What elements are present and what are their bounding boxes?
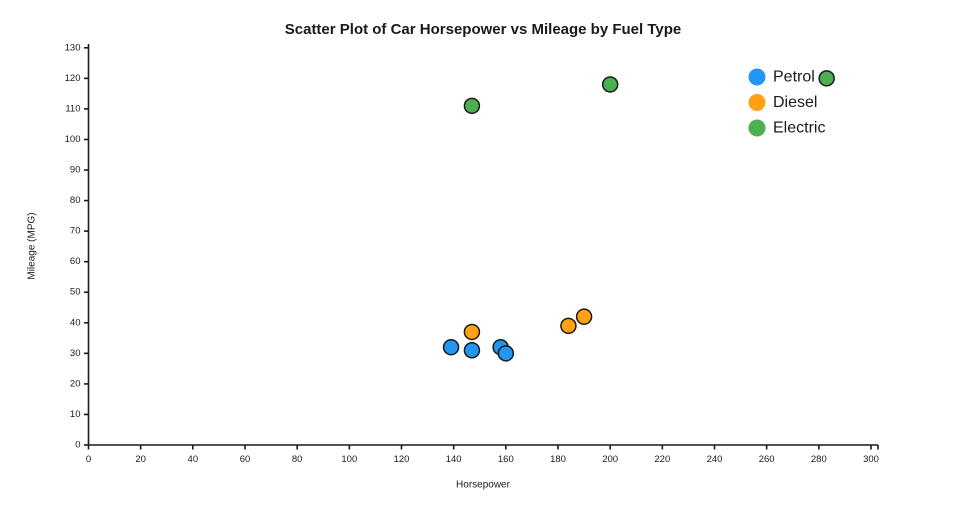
legend-marker-electric (748, 119, 766, 137)
axis-ticks: 0 10 20 30 40 50 60 70 80 90 100 110 120 130 0 20 40 60 80… (65, 42, 879, 465)
y-tick-label: 20 (70, 378, 81, 389)
x-tick-label: 0 (86, 454, 91, 465)
point-electric (463, 97, 481, 115)
y-tick-label: 40 (70, 317, 81, 328)
y-tick-label: 0 (75, 440, 80, 451)
y-tick-label: 100 (65, 134, 81, 145)
x-tick-label: 280 (811, 454, 827, 465)
x-tick-label: 200 (602, 454, 618, 465)
point-diesel (575, 308, 593, 325)
legend-item-electric: Electric (748, 119, 825, 137)
legend-label-diesel: Diesel (773, 94, 817, 111)
chart-title: Scatter Plot of Car Horsepower vs Mileag… (285, 21, 682, 38)
y-tick-label: 50 (70, 287, 81, 298)
y-tick-label: 130 (65, 42, 81, 53)
x-tick-label: 140 (446, 454, 462, 465)
point-petrol (442, 338, 460, 356)
legend-label-petrol: Petrol (773, 69, 815, 86)
x-tick-label: 160 (498, 454, 514, 465)
point-electric (601, 76, 619, 93)
y-tick-label: 80 (70, 195, 81, 206)
y-tick-label: 90 (70, 165, 81, 176)
x-tick-label: 20 (135, 454, 146, 465)
legend-item-diesel: Diesel (748, 94, 817, 111)
x-tick-label: 240 (707, 454, 723, 465)
point-diesel (463, 323, 481, 341)
y-tick-label: 70 (70, 226, 81, 237)
x-tick-label: 60 (240, 454, 251, 465)
data-points (442, 70, 835, 362)
x-tick-label: 260 (759, 454, 775, 465)
legend: Petrol Diesel Electric (748, 68, 825, 137)
legend-item-petrol: Petrol (748, 68, 815, 86)
y-axis-label: Mileage (MPG) (27, 212, 38, 279)
x-tick-label: 180 (550, 454, 566, 465)
point-petrol (463, 342, 481, 359)
x-tick-label: 100 (341, 454, 357, 465)
y-tick-label: 10 (70, 409, 81, 420)
point-petrol (497, 345, 515, 362)
legend-marker-petrol (748, 68, 766, 86)
x-axis-label: Horsepower (456, 480, 511, 491)
x-tick-label: 120 (394, 454, 410, 465)
y-tick-label: 60 (70, 256, 81, 267)
y-tick-label: 120 (65, 73, 81, 84)
x-tick-label: 220 (654, 454, 670, 465)
point-electric (818, 70, 835, 87)
axes (87, 44, 878, 446)
x-tick-label: 300 (863, 454, 879, 465)
y-tick-label: 110 (65, 103, 80, 114)
x-tick-label: 80 (292, 454, 303, 465)
point-diesel (560, 317, 577, 335)
y-tick-label: 30 (70, 348, 81, 359)
x-tick-label: 40 (188, 454, 199, 465)
legend-label-electric: Electric (773, 120, 825, 137)
legend-marker-diesel (748, 94, 766, 111)
